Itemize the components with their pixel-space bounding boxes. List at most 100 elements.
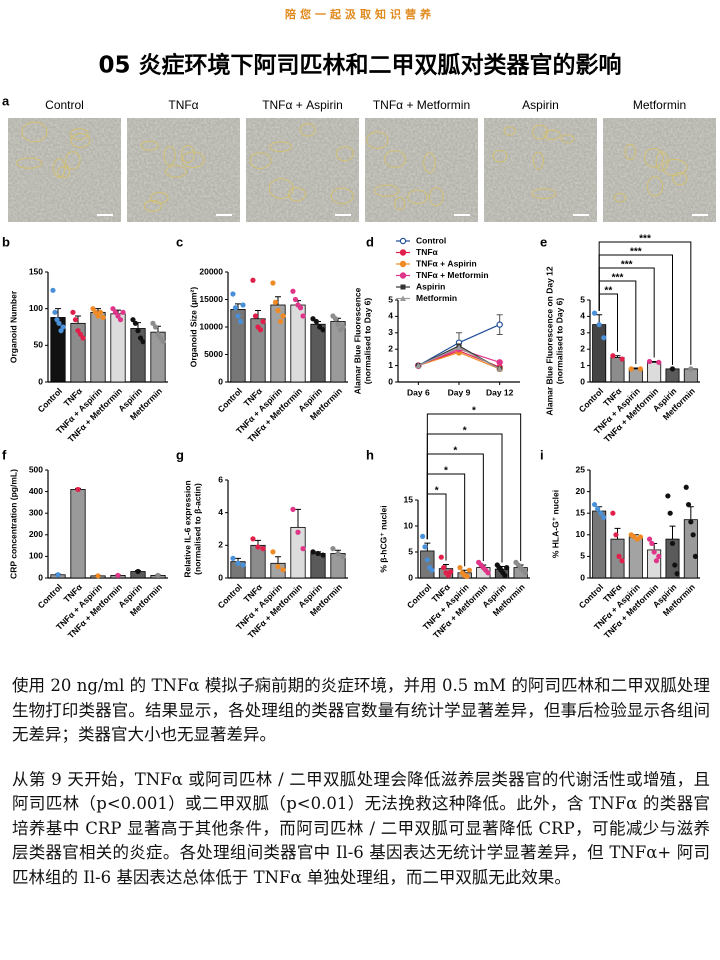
- data-point: [464, 573, 470, 580]
- data-point: [115, 313, 121, 319]
- significance-label: ***: [621, 260, 633, 271]
- legend-marker: [400, 284, 406, 290]
- y-tick-label: 10: [576, 529, 586, 539]
- data-point: [95, 573, 101, 579]
- y-tick-label: 400: [29, 486, 43, 496]
- data-point: [120, 309, 126, 315]
- data-point: [420, 533, 426, 540]
- data-point: [422, 544, 428, 550]
- organoid-outline: [143, 199, 162, 212]
- organoid-outline: [299, 123, 316, 137]
- bar: [683, 519, 698, 579]
- image-label: Control: [45, 98, 84, 112]
- organoid-outline: [140, 140, 159, 151]
- y-tick-label: 300: [29, 507, 43, 517]
- data-point: [335, 321, 341, 327]
- y-tick-label: 20000: [199, 266, 223, 276]
- organoid-outline: [335, 146, 354, 162]
- organoid-outline: [646, 176, 664, 197]
- y-tick-label: 0: [218, 376, 223, 386]
- organoid-outline: [560, 134, 575, 144]
- error-bar: [55, 308, 61, 318]
- data-point: [280, 313, 286, 319]
- y-tick-label: 5: [580, 294, 585, 304]
- significance-bracket: [426, 453, 484, 561]
- data-point: [313, 318, 319, 325]
- data-point: [692, 553, 699, 560]
- data-point: [52, 309, 58, 315]
- data-point: [115, 572, 121, 579]
- data-point: [140, 339, 146, 345]
- data-point: [598, 510, 604, 516]
- data-point: [290, 288, 296, 294]
- x-tick-label: Day 9: [448, 387, 471, 397]
- data-point: [683, 484, 689, 490]
- data-point: [485, 570, 491, 576]
- organoid-outline: [163, 145, 176, 166]
- data-point: [669, 366, 676, 372]
- y-tick-label: 0: [408, 572, 413, 582]
- data-point: [502, 572, 508, 579]
- data-point: [320, 327, 326, 333]
- bar: [130, 328, 146, 383]
- bar: [90, 311, 106, 383]
- data-point: [496, 359, 503, 366]
- y-tick-label: 20: [576, 486, 586, 496]
- panel-label: i: [540, 447, 544, 462]
- y-tick-label: 10: [404, 520, 414, 530]
- organoid-outline: [181, 144, 195, 164]
- significance-label: ***: [612, 273, 624, 284]
- x-tick-label: Control: [36, 582, 64, 610]
- data-point: [619, 356, 625, 362]
- data-point: [297, 305, 304, 311]
- title: 05 炎症环境下阿司匹林和二甲双胍对类器官的影响: [98, 52, 621, 79]
- significance-label: *: [472, 406, 476, 417]
- error-bar: [669, 525, 676, 540]
- significance-label: ***: [639, 234, 651, 245]
- data-point: [235, 560, 241, 566]
- data-point: [628, 366, 634, 372]
- data-point: [137, 335, 144, 341]
- y-axis-label: (normalised to β-actin): [192, 483, 202, 575]
- organoid-outline: [423, 152, 436, 174]
- data-point: [72, 317, 79, 323]
- data-point: [310, 549, 316, 555]
- legend-marker: [399, 237, 407, 245]
- significance-bracket: [426, 493, 447, 561]
- data-point: [257, 327, 264, 333]
- data-point: [250, 536, 256, 542]
- y-tick-label: 150: [29, 266, 43, 276]
- paragraph: 使用 20 ng/ml 的 TNFα 模拟子痫前期的炎症环境，并用 0.5 mM…: [12, 676, 710, 744]
- x-tick-label: Day 12: [486, 387, 514, 397]
- organoid-outline: [165, 165, 187, 178]
- bar: [420, 550, 435, 579]
- data-point: [340, 554, 346, 560]
- data-point: [595, 506, 601, 512]
- micrograph-texture: [127, 118, 240, 222]
- organoid-outline: [70, 133, 91, 148]
- organoid-outline: [624, 143, 637, 161]
- y-axis-label: % HLA-G⁺ nuclei: [550, 490, 560, 558]
- data-point: [240, 562, 246, 568]
- data-point: [135, 568, 141, 575]
- data-point: [240, 302, 246, 308]
- data-point: [235, 313, 241, 319]
- data-point: [270, 280, 276, 286]
- y-tick-label: 10000: [199, 321, 223, 331]
- paragraph: 从第 9 天开始，TNFα 或阿司匹林 / 二甲双胍处理会降低滋养层类器官的代谢…: [12, 769, 710, 887]
- micrograph-texture: [365, 118, 478, 222]
- data-point: [252, 313, 259, 319]
- data-point: [496, 365, 503, 372]
- organoid-outline: [69, 128, 89, 140]
- y-axis-label: % β-hCG⁺ nuclei: [378, 505, 388, 572]
- data-point: [674, 571, 680, 577]
- data-point: [117, 317, 124, 323]
- data-point: [656, 359, 662, 365]
- data-point: [335, 550, 341, 557]
- y-tick-label: 0: [388, 376, 393, 386]
- x-tick-label: Control: [36, 386, 64, 414]
- organoid-outline: [384, 150, 406, 169]
- y-tick-label: 25: [576, 464, 586, 474]
- y-tick-label: 4: [218, 507, 223, 517]
